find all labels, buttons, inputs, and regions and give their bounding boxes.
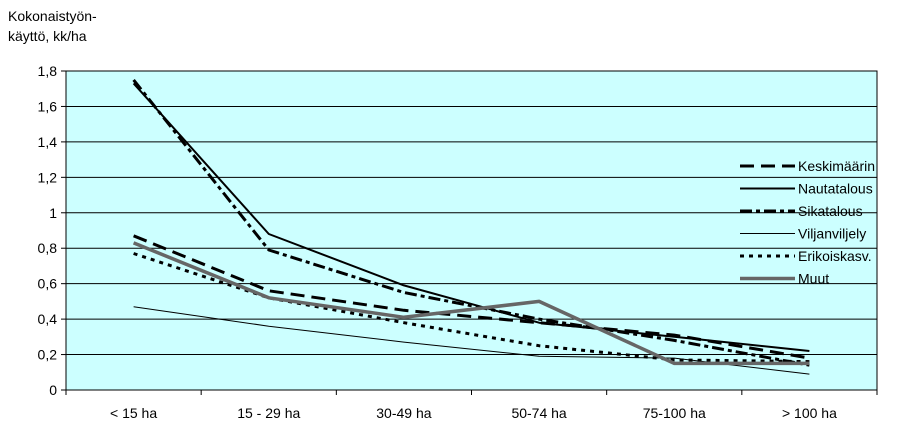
legend-label: Viljanviljely [798, 226, 866, 242]
x-tick-label: 30-49 ha [376, 405, 431, 421]
gridlines [61, 70, 877, 391]
y-tick-label: 1,6 [38, 98, 58, 114]
x-tick-label: 75-100 ha [643, 405, 706, 421]
y-axis-title-line-2: käyttö, kk/ha [8, 28, 87, 44]
y-tick-label: 1 [49, 205, 57, 221]
legend-label: Nautatalous [798, 181, 873, 197]
series-lines [132, 78, 810, 375]
x-tick-labels: < 15 ha 15 - 29 ha 30-49 ha 50-74 ha 75-100 … [65, 390, 878, 421]
y-axis-title: Kokonaistyön- käyttö, kk/ha [8, 6, 97, 46]
series-line-muut [132, 241, 810, 366]
x-tick-label: > 100 ha [782, 405, 837, 421]
legend-label: Muut [798, 271, 829, 287]
series-line-nautatalous [132, 82, 810, 352]
y-tick-label: 0,4 [38, 311, 58, 327]
legend-label: Erikoiskasv. [798, 248, 872, 264]
y-tick-label: 0,6 [38, 276, 58, 292]
y-tick-label: 1,4 [38, 134, 58, 150]
y-tick-label: 0,2 [38, 347, 58, 363]
y-tick-label: 0 [49, 382, 57, 398]
series-line-sikatalous [132, 78, 810, 367]
y-axis-title-line-1: Kokonaistyön- [8, 8, 97, 24]
y-tick-labels: 0 0,2 0,4 0,6 0,8 1 1,2 1,4 1,6 1,8 [38, 63, 58, 398]
x-tick-label: 15 - 29 ha [237, 405, 300, 421]
plot-area [66, 71, 877, 390]
x-tick-label: < 15 ha [110, 405, 157, 421]
series-line-viljanviljely [133, 306, 810, 375]
y-tick-label: 1,8 [38, 63, 58, 79]
x-tick-label: 50-74 ha [511, 405, 566, 421]
y-tick-label: 1,2 [38, 169, 58, 185]
legend-label: Sikatalous [798, 203, 863, 219]
legend-label: Keskimäärin [798, 158, 875, 174]
legend: Keskimäärin Nautatalous Sikatalous Viljanvi… [740, 158, 875, 287]
y-tick-label: 0,8 [38, 240, 58, 256]
